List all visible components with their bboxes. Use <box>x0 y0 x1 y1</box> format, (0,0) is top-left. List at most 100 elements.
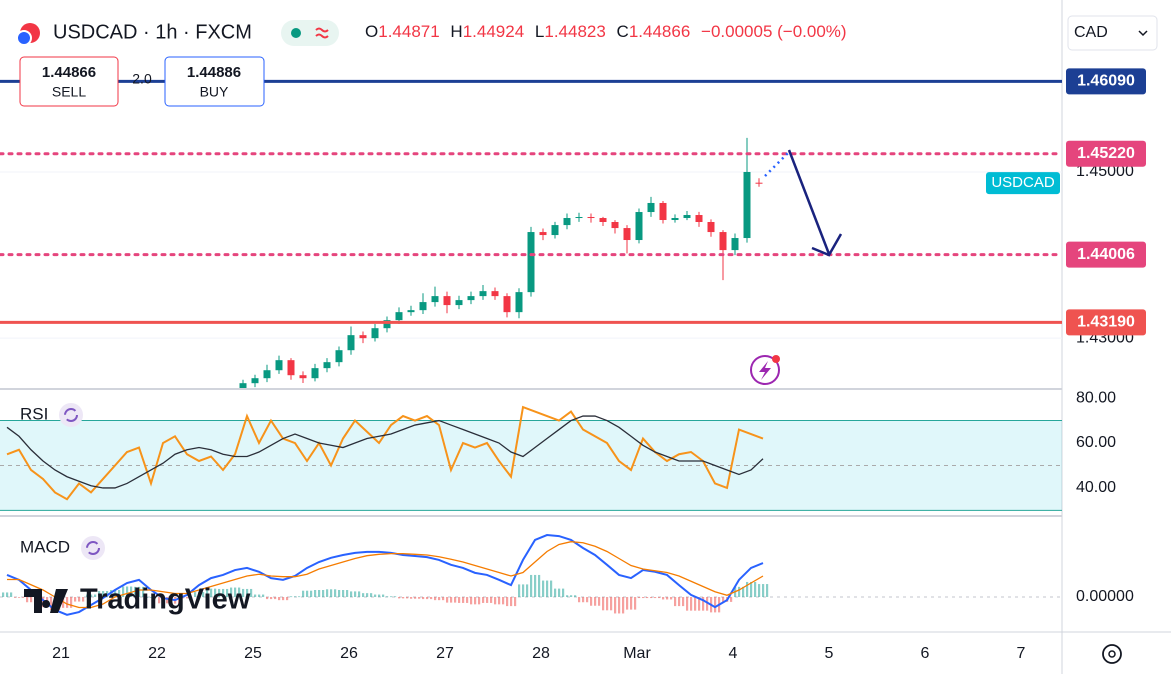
candle-body <box>611 221 619 229</box>
histogram-bar <box>722 597 725 602</box>
histogram-bar <box>234 587 237 597</box>
candle-body <box>623 228 631 241</box>
histogram-bar <box>186 597 189 599</box>
histogram-bar <box>578 597 581 603</box>
histogram-bar <box>482 597 485 603</box>
histogram-bar <box>682 597 685 607</box>
candle-body <box>239 383 247 388</box>
histogram-bar <box>262 594 265 597</box>
symbol-price-tag-label: USDCAD <box>991 174 1055 191</box>
histogram-bar <box>670 597 673 600</box>
histogram-bar <box>738 586 741 597</box>
histogram-bar <box>142 586 145 597</box>
settings-icon[interactable] <box>1102 644 1122 664</box>
sell-button[interactable] <box>19 56 119 107</box>
histogram-bar <box>434 597 437 601</box>
event-dot <box>772 355 780 363</box>
histogram-bar <box>462 597 465 603</box>
candle-body <box>587 217 595 219</box>
symbol-title[interactable]: USDCAD · 1h · FXCM <box>53 21 252 43</box>
currency-label: CAD <box>1074 24 1108 41</box>
x-tick-label: 4 <box>729 645 738 662</box>
currency-select[interactable] <box>1067 15 1158 51</box>
histogram-bar <box>410 597 413 599</box>
histogram-bar <box>122 586 125 597</box>
histogram-bar <box>418 597 421 599</box>
macd-settings[interactable] <box>81 536 105 560</box>
histogram-bar <box>618 597 621 614</box>
histogram-bar <box>502 597 505 605</box>
histogram-bar <box>426 597 429 600</box>
y-tick-label: 0.00000 <box>1076 588 1134 605</box>
histogram-bar <box>382 594 385 597</box>
arrow-head <box>811 233 843 257</box>
histogram-bar <box>322 590 325 597</box>
candle-body <box>311 368 319 379</box>
histogram-bar <box>330 589 333 597</box>
histogram-bar <box>638 597 641 599</box>
histogram-bar <box>198 592 201 597</box>
histogram-bar <box>166 597 169 604</box>
histogram-bar <box>286 597 289 601</box>
candle-body <box>263 370 271 379</box>
histogram-bar <box>354 591 357 597</box>
histogram-bar <box>98 591 101 597</box>
x-tick-label: 26 <box>340 645 358 662</box>
histogram-bar <box>246 588 249 597</box>
candle-body <box>755 182 763 184</box>
histogram-bar <box>78 597 81 602</box>
histogram-bar <box>454 597 457 603</box>
histogram-bar <box>598 597 601 606</box>
histogram-bar <box>342 590 345 597</box>
dropdown-caret <box>1138 30 1148 37</box>
histogram-bar <box>526 584 529 597</box>
histogram-bar <box>374 594 377 597</box>
histogram-bar <box>350 591 353 597</box>
histogram-bar <box>346 590 349 597</box>
candle-body <box>707 221 715 233</box>
histogram-bar <box>338 590 341 597</box>
histogram-bar <box>762 584 765 597</box>
histogram-bar <box>538 574 541 597</box>
candle-body <box>395 312 403 321</box>
candle-body <box>287 360 295 376</box>
candle-body <box>527 232 535 293</box>
histogram-bar <box>446 597 449 603</box>
histogram-bar <box>558 588 561 597</box>
delay-icon <box>315 27 329 39</box>
x-tick-label: 5 <box>825 645 834 662</box>
histogram-bar <box>742 586 745 597</box>
x-tick-label: 25 <box>244 645 262 662</box>
histogram-bar <box>662 597 665 600</box>
rsi-settings[interactable] <box>59 403 83 427</box>
level-tag <box>1066 309 1146 336</box>
x-tick-label: Mar <box>623 645 651 662</box>
ohlc-value: 1.44823 <box>544 22 605 41</box>
status-pill[interactable] <box>281 20 339 46</box>
ohlc-key: O <box>365 22 378 41</box>
histogram-bar <box>414 597 417 599</box>
settings-icon-core <box>1108 650 1116 658</box>
histogram-bar <box>438 597 441 601</box>
histogram-bar <box>202 592 205 597</box>
histogram-bar <box>562 588 565 597</box>
histogram-bar <box>554 588 557 597</box>
histogram-bar <box>102 591 105 597</box>
candle-body <box>479 291 487 297</box>
candle-body <box>335 350 343 363</box>
histogram-bar <box>226 588 229 597</box>
histogram-bar <box>90 594 93 597</box>
histogram-bar <box>138 586 141 597</box>
macd-title: MACD <box>20 537 70 556</box>
histogram-bar <box>698 597 701 611</box>
histogram-bar <box>614 597 617 614</box>
histogram-bar <box>566 595 569 597</box>
histogram-bar <box>334 589 337 597</box>
histogram-bar <box>238 587 241 597</box>
buy-button[interactable] <box>164 56 265 107</box>
histogram-bar <box>478 597 481 605</box>
market-open-dot <box>291 28 301 38</box>
histogram-bar <box>14 597 17 598</box>
histogram-bar <box>242 588 245 597</box>
histogram-bar <box>326 589 329 597</box>
